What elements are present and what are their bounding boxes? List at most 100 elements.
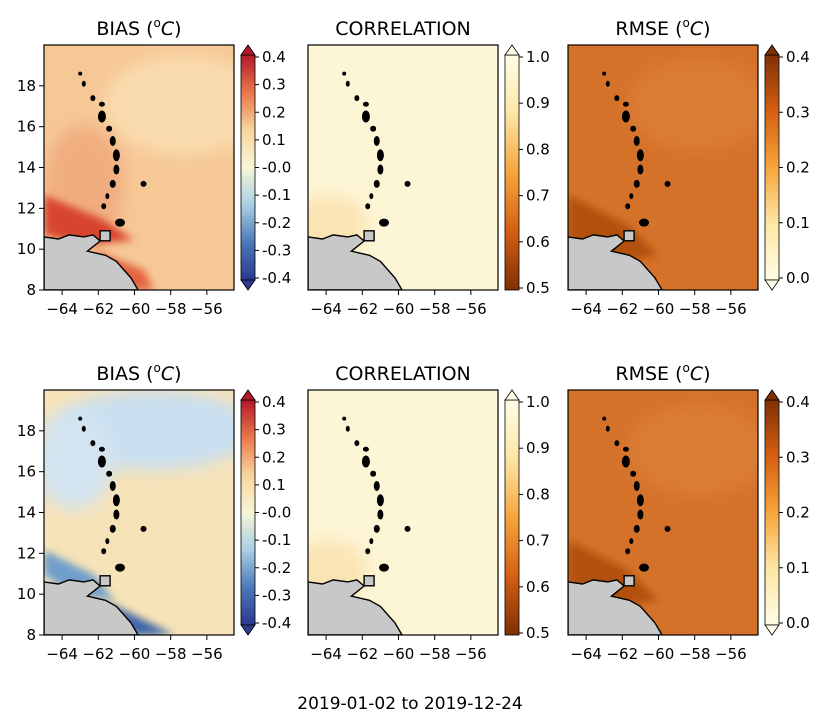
island: [109, 179, 116, 188]
island: [614, 440, 620, 447]
x-tick-label: −56: [715, 300, 747, 318]
island: [622, 446, 629, 452]
x-tick-label: −58: [155, 300, 187, 318]
axes-frame: [307, 44, 499, 291]
island: [113, 164, 120, 175]
colorbar-extend-min: [240, 624, 256, 636]
island: [377, 164, 384, 175]
colorbar-corr: 1.0 0.9 0.8 0.7 0.6 0.5: [504, 44, 550, 297]
panel-title: BIAS (oC): [96, 361, 181, 385]
x-tick-label: −64: [570, 645, 602, 663]
island: [362, 446, 369, 452]
colorbar-tick-label: 0.6: [526, 578, 550, 596]
island: [404, 180, 411, 187]
island: [342, 71, 347, 76]
colorbar-tick-label: -0.3: [262, 586, 291, 604]
colorbar-tick-label: 0.1: [786, 559, 810, 577]
y-tick-label: 18: [17, 422, 36, 440]
x-tick-label: −62: [606, 300, 638, 318]
x-tick-label: −58: [419, 645, 451, 663]
x-tick-label: −56: [455, 645, 487, 663]
colorbar-tick-label: 0.0: [786, 269, 810, 287]
axes-frame: [567, 44, 759, 291]
colorbar-tick-label: 0.3: [262, 76, 286, 94]
island: [602, 71, 607, 76]
island: [633, 480, 640, 491]
colorbar-extend-max: [764, 389, 780, 401]
island: [625, 203, 631, 210]
x-tick-label: −58: [679, 645, 711, 663]
island: [78, 416, 83, 421]
colorbar-bias: 0.4 0.3 0.2 0.1 -0.0 -0.1 -0.2 -0.3 -0.4: [240, 389, 291, 636]
x-tick-label: −60: [383, 645, 415, 663]
colorbar-tick-label: 0.4: [262, 48, 286, 66]
colorbar-tick-label: 0.8: [526, 140, 550, 158]
colorbar-tick-label: 0.2: [262, 448, 286, 466]
heatmap-field: [44, 45, 234, 290]
island: [633, 524, 640, 533]
island: [354, 440, 360, 447]
island: [140, 180, 147, 187]
y-tick-label: 18: [17, 77, 36, 95]
x-tick-label: −56: [191, 300, 223, 318]
y-tick-label: 8: [26, 281, 36, 299]
island: [78, 71, 83, 76]
island: [98, 101, 105, 107]
island: [112, 149, 120, 162]
x-tick-label: −64: [46, 300, 78, 318]
x-tick-label: −56: [715, 645, 747, 663]
island: [113, 509, 120, 520]
x-tick-label: −56: [191, 645, 223, 663]
island: [633, 135, 640, 146]
colorbar-tick-label: 1.0: [526, 393, 550, 411]
island: [362, 101, 369, 107]
x-tick-label: −60: [643, 645, 675, 663]
island: [90, 440, 96, 447]
colorbar-tick-label: 0.6: [526, 233, 550, 251]
heatmap-field: [568, 390, 758, 635]
figure-caption: 2019-01-02 to 2019-12-24: [297, 694, 523, 714]
island: [602, 416, 607, 421]
colorbar-tick-label: 0.9: [526, 94, 550, 112]
land-trinidad: [99, 575, 111, 587]
island: [101, 548, 107, 555]
island: [404, 525, 411, 532]
colorbar-tick-label: -0.1: [262, 531, 291, 549]
colorbar-tick-label: 0.0: [786, 614, 810, 632]
colorbar-tick-label: -0.0: [262, 504, 291, 522]
land-trinidad: [623, 230, 635, 242]
island: [629, 538, 634, 545]
heatmap-field: [568, 45, 758, 290]
island: [345, 425, 350, 432]
x-tick-label: −60: [119, 300, 151, 318]
land-south-america: [308, 234, 403, 290]
island: [633, 179, 640, 188]
x-tick-label: −62: [606, 645, 638, 663]
x-tick-label: −62: [82, 645, 114, 663]
x-tick-label: −58: [679, 300, 711, 318]
island: [109, 135, 116, 146]
panel-2: CORRELATION −64 −62 −60 −58 −56 1.0 0.9 0.8 0.7 0.…: [307, 18, 550, 318]
island: [105, 193, 110, 200]
colorbar-corr: 1.0 0.9 0.8 0.7 0.6 0.5: [504, 389, 550, 642]
island: [373, 480, 380, 491]
panels: BIAS (oC)−64 −62 −60 −58 −56181614121080.40.…: [17, 16, 810, 663]
island: [365, 548, 371, 555]
island: [605, 80, 610, 87]
panel-5: CORRELATION −64 −62 −60 −58 −56 1.0 0.9 0.8 0.7 0.…: [307, 363, 550, 663]
panel-title: CORRELATION: [335, 363, 471, 385]
island: [106, 470, 113, 477]
x-tick-label: −60: [119, 645, 151, 663]
island: [98, 446, 105, 452]
island: [115, 218, 125, 227]
island: [630, 470, 637, 477]
panel-title: RMSE (oC): [615, 361, 710, 385]
island: [625, 548, 631, 555]
heatmap-field: [44, 390, 234, 635]
panel-title: BIAS (oC): [96, 16, 181, 40]
y-tick-label: 12: [17, 199, 36, 217]
colorbar-tick-label: 0.1: [262, 131, 286, 149]
colorbar-tick-label: 0.3: [786, 448, 810, 466]
colorbar-extend-min: [764, 624, 780, 636]
